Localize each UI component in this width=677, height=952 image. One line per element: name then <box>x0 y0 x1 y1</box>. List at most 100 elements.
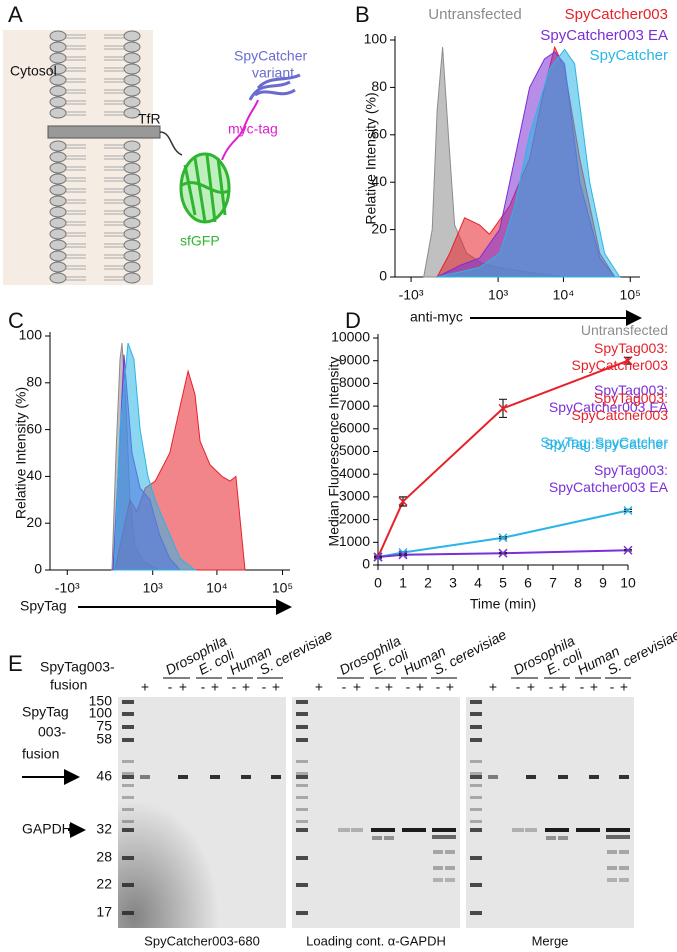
ladder-band <box>122 712 134 716</box>
ladder-band <box>470 738 482 742</box>
ladder-smear <box>122 784 134 787</box>
lane-sign: + <box>527 679 535 695</box>
lane-sign: - <box>580 679 585 695</box>
lipid-head <box>123 195 141 207</box>
point-marker <box>623 505 633 516</box>
legend-label: Untransfected <box>428 6 521 23</box>
gapdh-label: GAPDH <box>22 821 72 837</box>
y-tick-label: 9000 <box>339 351 370 367</box>
ladder-band <box>122 775 134 779</box>
x-axis-label: Time (min) <box>470 596 536 612</box>
ladder-label: 22 <box>96 876 112 892</box>
legend-label: SpyTag003: SpyCatcher003 EA <box>548 382 668 415</box>
gel-band <box>619 866 629 870</box>
lane-sign: + <box>385 679 393 695</box>
point-marker <box>623 545 633 555</box>
lipid-head <box>49 173 67 185</box>
lipid-head <box>49 52 67 64</box>
y-tick-label: 8000 <box>339 374 370 390</box>
gel-band <box>338 828 350 832</box>
panel-letter: B <box>355 2 370 27</box>
gel-band <box>546 836 556 840</box>
panel-letter: C <box>8 308 24 333</box>
gel-band <box>444 828 456 832</box>
x-tick-label: -10³ <box>55 580 80 596</box>
y-tick-label: 80 <box>26 374 42 390</box>
series-line <box>377 509 629 559</box>
y-tick-label: 5000 <box>339 442 370 458</box>
lipid-head <box>49 228 67 240</box>
ladder-smear <box>122 772 134 775</box>
gel-band <box>607 866 617 870</box>
gel-band <box>433 866 443 870</box>
y-tick-label: 20 <box>371 220 387 236</box>
lipid-head <box>49 151 67 163</box>
gel-background <box>292 697 460 928</box>
gel-band <box>607 850 617 854</box>
lipid-head <box>49 206 67 218</box>
x-axis-label: anti-myc <box>410 309 463 325</box>
y-tick-label: 7000 <box>339 397 370 413</box>
lipid-head <box>123 239 141 251</box>
gel-band <box>241 775 251 779</box>
ladder-smear <box>122 760 134 763</box>
ladder-label: 46 <box>96 768 112 784</box>
point-marker <box>373 552 383 562</box>
ladder-label: 58 <box>96 731 112 747</box>
ladder-label: 17 <box>96 904 112 920</box>
gel-band <box>606 828 618 832</box>
ladder-smear <box>296 772 308 775</box>
gel-band <box>558 775 568 779</box>
ladder-band <box>296 828 308 832</box>
ladder-smear <box>296 760 308 763</box>
lipid-head <box>123 85 141 97</box>
x-tick-label: 10⁵ <box>620 287 641 303</box>
ladder-band <box>470 700 482 704</box>
ladder-smear <box>122 796 134 799</box>
ladder-smear <box>122 808 134 811</box>
lane-sign: + <box>272 679 280 695</box>
lane-sign: + <box>620 679 628 695</box>
gel-band <box>351 828 363 832</box>
lipid-head <box>49 162 67 174</box>
lipid-head <box>49 184 67 196</box>
lipid-head <box>123 52 141 64</box>
ladder-band <box>122 856 134 860</box>
x-tick-label: 10 <box>620 575 636 591</box>
ladder-label: 150 <box>89 693 113 709</box>
y-tick-label: 0 <box>362 556 370 572</box>
lipid-head <box>123 217 141 229</box>
tfr-label: TfR <box>138 111 161 127</box>
gel-band <box>512 828 524 832</box>
ladder-label: 28 <box>96 849 112 865</box>
gel-band <box>444 835 456 839</box>
ladder-band <box>122 700 134 704</box>
x-tick-label: 10⁵ <box>272 580 293 596</box>
lane-sign: - <box>516 679 521 695</box>
lane-sign: + <box>559 679 567 695</box>
ladder-band <box>470 911 482 915</box>
legend-label: SpyTag003: SpyCatcher003 EA <box>548 462 668 495</box>
fusion-label: SpyTag <box>22 704 69 720</box>
ladder-band <box>122 738 134 742</box>
gel-band <box>545 828 557 832</box>
point-marker <box>498 533 508 543</box>
lipid-head <box>123 96 141 108</box>
lipid-head <box>123 261 141 273</box>
lipid-head <box>123 151 141 163</box>
x-tick-label: 10⁴ <box>553 287 575 303</box>
gel-band <box>372 836 382 840</box>
gel-background <box>466 697 634 928</box>
lipid-head <box>123 250 141 262</box>
x-tick-label: 5 <box>499 575 507 591</box>
ladder-band <box>122 911 134 915</box>
lane-sign: + <box>446 679 454 695</box>
lane-sign: - <box>406 679 411 695</box>
gel-band <box>271 775 281 779</box>
gel-band <box>414 828 426 832</box>
gel-band <box>619 775 629 779</box>
x-tick-label: 0 <box>374 575 382 591</box>
gel-band <box>445 866 455 870</box>
ladder-smear <box>470 796 482 799</box>
